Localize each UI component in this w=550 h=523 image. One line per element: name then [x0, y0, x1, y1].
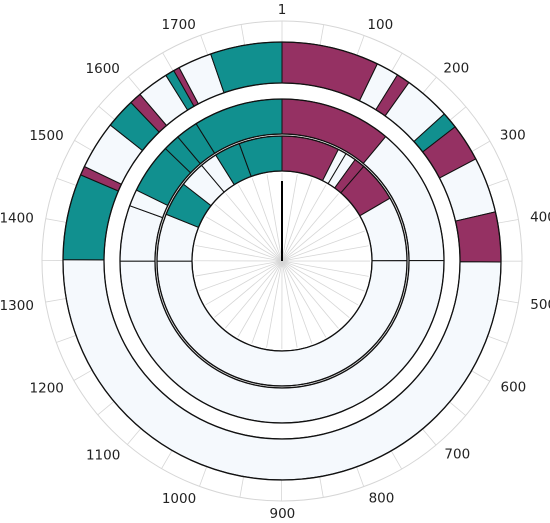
- grid-spoke-inner: [281, 193, 339, 262]
- grid-spoke-inner: [281, 178, 313, 262]
- grid-spoke-outer: [471, 140, 491, 152]
- angle-tick-label: 1500: [29, 128, 63, 144]
- grid-spoke-inner: [251, 260, 283, 344]
- grid-spoke-outer: [56, 335, 77, 343]
- grid-spoke-inner: [199, 230, 283, 262]
- grid-spoke-outer: [487, 178, 508, 187]
- grid-spoke-inner: [237, 184, 283, 262]
- ring-inner-inner-edge: [191, 170, 373, 352]
- grid-spoke-inner: [237, 260, 283, 338]
- grid-spoke-outer: [73, 369, 93, 381]
- grid-spoke-inner: [281, 260, 365, 292]
- grid-spoke-inner: [281, 260, 350, 318]
- grid-spoke-outer: [356, 466, 365, 487]
- angle-tick-label: 1700: [161, 17, 195, 33]
- grid-spoke-inner: [281, 260, 298, 348]
- grid-spoke-outer: [391, 52, 403, 72]
- grid-spoke-outer: [74, 140, 93, 152]
- grid-spoke-inner: [281, 174, 298, 262]
- angle-tick-label: 500: [530, 297, 550, 313]
- grid-spoke-outer: [487, 335, 508, 344]
- angle-tick-label: 1: [278, 2, 287, 18]
- angle-tick-label: 400: [530, 210, 550, 226]
- angle-tick-label: 1200: [30, 380, 64, 396]
- grid-spoke-inner: [199, 260, 283, 292]
- angle-tick-label: 800: [369, 491, 395, 507]
- grid-spoke-inner: [281, 260, 369, 277]
- grid-spoke-outer: [56, 177, 77, 186]
- sector-rings: [62, 41, 502, 481]
- ring-middle-inner-edge: [154, 133, 410, 389]
- ring-outer-segment: [210, 41, 283, 94]
- angle-tick-label: 900: [270, 506, 296, 522]
- grid-spoke-outer: [199, 466, 208, 487]
- grid-spoke-outer: [471, 370, 490, 382]
- grid-spoke-inner: [281, 260, 359, 306]
- angle-tick-label: 600: [501, 380, 527, 396]
- grid-spoke-inner: [214, 260, 283, 318]
- grid-spoke-outer: [45, 298, 67, 303]
- grid-spoke-inner: [266, 260, 283, 348]
- angle-tick-label: 1400: [0, 210, 34, 226]
- grid-spoke-inner: [225, 193, 283, 262]
- grid-spoke-outer: [319, 476, 324, 498]
- angular-grid: [41, 20, 523, 502]
- grid-spoke-inner: [281, 260, 339, 329]
- grid-spoke-inner: [214, 203, 283, 262]
- grid-spoke-outer: [390, 450, 403, 470]
- grid-spoke-outer: [356, 35, 365, 56]
- angle-tick-label: 200: [443, 61, 469, 77]
- angle-tick-label: 700: [444, 447, 470, 463]
- grid-spoke-inner: [205, 216, 283, 262]
- grid-spoke-inner: [195, 245, 283, 262]
- grid-spoke-outer: [162, 52, 174, 72]
- grid-spoke-outer: [239, 476, 244, 498]
- angle-tick-label: 1600: [86, 61, 120, 77]
- grid-spoke-outer: [497, 298, 519, 304]
- grid-spoke-inner: [224, 260, 283, 329]
- grid-spoke-inner: [281, 184, 327, 262]
- grid-spoke-outer: [319, 24, 325, 46]
- grid-spoke-outer: [127, 76, 143, 94]
- grid-spoke-outer: [449, 106, 467, 121]
- grid-spoke-outer: [497, 219, 519, 224]
- angle-tick-label: 100: [367, 17, 393, 33]
- ring-inner-outer-edge: [156, 135, 408, 387]
- grid-spoke-outer: [240, 24, 246, 46]
- grid-spoke-outer: [98, 105, 115, 121]
- grid-spoke-inner: [281, 216, 359, 262]
- grid-spoke-outer: [200, 35, 209, 56]
- grid-spoke-outer: [97, 401, 115, 416]
- angle-tick-label: 1000: [162, 491, 196, 507]
- grid-spoke-inner: [195, 260, 283, 277]
- angle-tick-label: 1100: [86, 447, 120, 463]
- ring-outer-segment: [454, 211, 502, 263]
- grid-spoke-inner: [205, 260, 283, 306]
- grid-spoke-outer: [45, 218, 67, 223]
- ring-outer-segment: [281, 41, 379, 102]
- grid-spoke-inner: [281, 260, 327, 338]
- grid-spoke-inner: [266, 174, 283, 262]
- ring-middle-outer-edge: [119, 98, 445, 424]
- grid-spoke-outer: [449, 401, 466, 416]
- angle-tick-label: 1300: [0, 298, 34, 314]
- grid-spoke-outer: [161, 450, 173, 469]
- ring-outer-outer-edge: [62, 41, 502, 481]
- grid-spoke-inner: [281, 245, 369, 262]
- ring-outer-inner-edge: [103, 82, 461, 440]
- grid-spoke-outer: [422, 76, 437, 94]
- grid-spoke-outer: [127, 428, 142, 445]
- grid-spoke-outer: [422, 428, 437, 446]
- grid-spoke-inner: [281, 230, 365, 262]
- grid-spoke-inner: [251, 178, 283, 262]
- grid-spoke-inner: [281, 260, 313, 344]
- grid-spoke-inner: [281, 204, 350, 262]
- angle-tick-label: 300: [500, 127, 526, 143]
